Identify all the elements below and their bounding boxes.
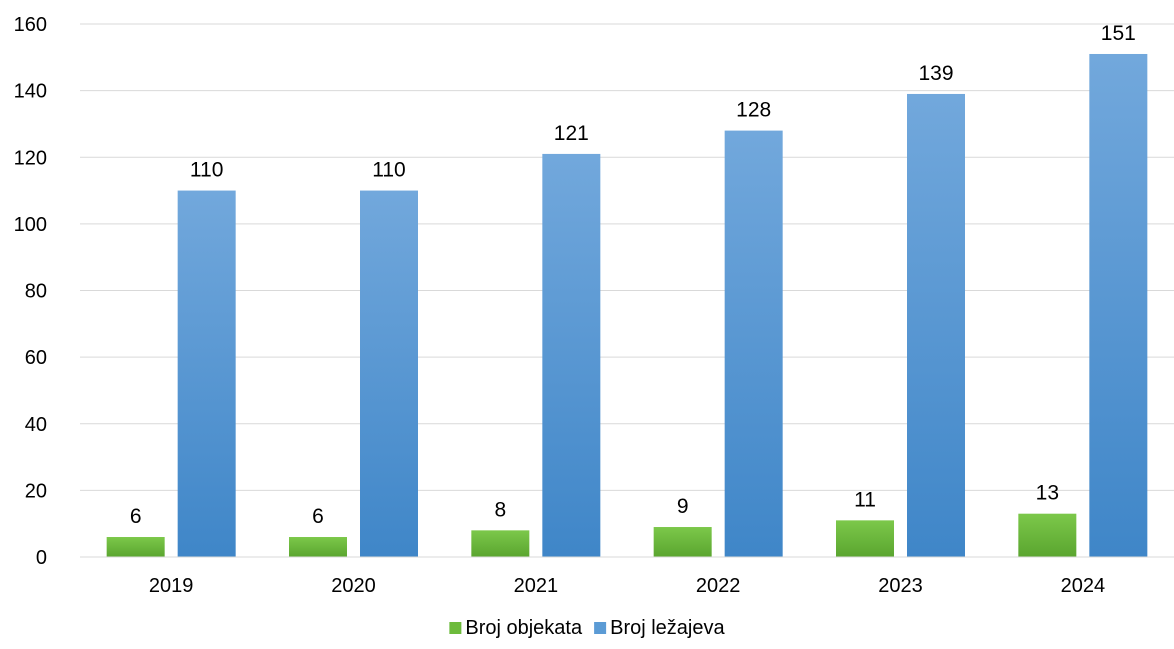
bar-broj-objekata-2021 [471,530,530,557]
y-tick-label: 100 [14,214,47,236]
bar-broj-lezajeva-2023 [907,93,965,558]
data-label: 11 [854,488,876,511]
data-labels: 6 110 6 110 8 121 9 128 11 139 13 151 [130,22,1136,528]
data-label: 121 [554,122,589,145]
bar-broj-lezajeva-2024 [1089,53,1148,557]
data-label: 128 [736,99,771,122]
bar-broj-lezajeva-2021 [542,153,601,557]
y-tick-label: 160 [14,14,47,36]
gridlines [80,23,1174,491]
data-label: 110 [190,159,223,182]
x-tick-label: 2022 [696,575,741,597]
x-tick-label: 2023 [878,575,923,597]
x-tick-label: 2021 [514,575,559,597]
y-tick-label: 60 [25,347,47,369]
bars [106,53,1148,558]
bar-broj-objekata-2023 [836,520,894,557]
y-tick-label: 0 [36,547,47,569]
y-tick-label: 140 [14,81,47,103]
y-tick-label: 120 [14,147,47,169]
data-label: 110 [372,159,405,182]
data-label: 151 [1101,22,1136,45]
data-label: 9 [677,495,689,518]
bar-broj-lezajeva-2020 [360,190,418,557]
legend-swatch [449,622,462,634]
x-tick-label: 2024 [1061,575,1106,597]
y-tick-label: 40 [25,414,47,436]
legend-label: Broj ležajeva [610,617,725,639]
y-axis: 0 20 40 60 80 100 120 140 160 [14,14,47,569]
data-label: 6 [130,505,142,528]
y-tick-label: 20 [25,480,47,502]
legend-swatch [594,622,607,634]
x-axis: 2019 2020 2021 2022 2023 2024 [80,556,1174,597]
legend-label: Broj objekata [465,617,583,639]
x-tick-label: 2020 [331,575,376,597]
y-tick-label: 80 [25,281,47,303]
bar-broj-objekata-2019 [106,537,165,557]
bar-broj-lezajeva-2019 [177,190,236,557]
data-label: 13 [1036,482,1059,505]
data-label: 6 [312,505,324,528]
bar-broj-lezajeva-2022 [724,130,783,557]
bar-broj-objekata-2024 [1018,513,1077,557]
data-label: 8 [494,498,506,521]
bar-broj-objekata-2020 [289,537,347,557]
bar-broj-objekata-2022 [653,527,712,557]
data-label: 139 [918,62,953,85]
legend: Broj objekata Broj ležajeva [449,617,725,639]
x-tick-label: 2019 [149,575,194,597]
